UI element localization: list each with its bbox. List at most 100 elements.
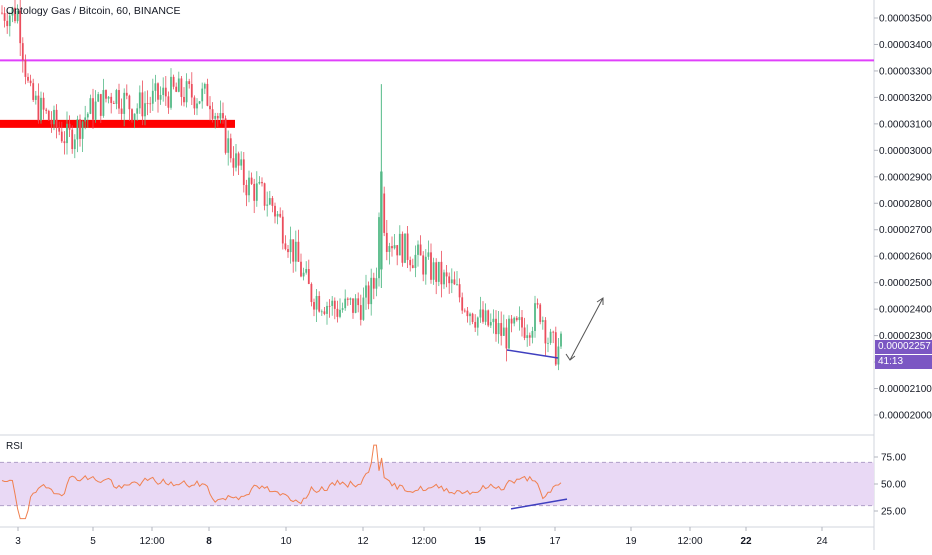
candle-body (289, 239, 292, 253)
candle-body (190, 84, 193, 98)
candle-body (489, 322, 492, 326)
candle-body (63, 141, 66, 144)
candles (1, 0, 562, 371)
candle-body (201, 88, 204, 102)
candle-body (458, 284, 461, 298)
divergence-line-rsi[interactable] (510, 498, 568, 510)
candle-body (422, 255, 425, 275)
candle-body (328, 305, 331, 307)
candle-body (248, 177, 250, 196)
candle-body (510, 318, 513, 324)
candle-body (417, 244, 419, 255)
candle-body (518, 317, 521, 321)
candle-body (50, 120, 53, 125)
rsi-axis[interactable]: 75.00 50.00 25.00 (874, 453, 906, 518)
rsi-label: RSI (6, 441, 23, 452)
candle-body (435, 262, 438, 282)
candle-body (302, 272, 305, 277)
projection-arrow[interactable] (565, 297, 604, 361)
candle-body (461, 297, 464, 311)
candle-body (450, 279, 453, 284)
candle-body (430, 252, 432, 280)
candle-body (365, 285, 367, 298)
candle-body (211, 109, 214, 119)
candle-body (146, 103, 149, 105)
candle-body (547, 342, 549, 344)
candle-body (326, 305, 328, 314)
candle-body (336, 308, 339, 317)
support-zone[interactable] (0, 119, 235, 128)
candle-body (21, 43, 24, 60)
candle-body (411, 265, 414, 268)
candle-body (292, 239, 295, 262)
time-tick-label: 12:00 (411, 536, 436, 547)
candle-body (515, 317, 518, 321)
candle-body (157, 83, 159, 100)
candle-body (492, 318, 495, 323)
candle-body (281, 216, 284, 244)
price-tick-label: 0.00002400 (879, 305, 932, 316)
candle-body (58, 127, 61, 132)
time-tick-label: 8 (206, 536, 212, 547)
time-tick-label: 24 (816, 536, 828, 547)
candle-body (154, 83, 157, 91)
candle-body (362, 297, 365, 320)
time-axis[interactable]: 3 5 12:00 8 10 12 12:00 15 17 19 12:00 22 24 (15, 527, 828, 547)
candle-body (443, 272, 445, 285)
time-tick-label: 17 (549, 536, 561, 547)
candle-body (482, 309, 484, 322)
candle-body (203, 83, 206, 89)
time-tick-label: 5 (90, 536, 96, 547)
candle-body (159, 94, 162, 100)
candle-body (263, 183, 266, 206)
candle-body (209, 105, 211, 110)
candle-body (393, 245, 396, 249)
time-tick-label: 12:00 (139, 536, 164, 547)
candle-body (505, 327, 508, 349)
candle-body (349, 298, 352, 300)
divergence-line-price[interactable] (506, 349, 559, 359)
candle-body (112, 102, 115, 104)
time-tick-label: 10 (280, 536, 292, 547)
candle-body (437, 261, 440, 282)
candle-body (240, 159, 243, 166)
rsi-tick-label: 25.00 (881, 507, 906, 518)
candle-body (266, 204, 269, 206)
candle-body (502, 327, 505, 336)
price-tick-label: 0.00003000 (879, 146, 932, 157)
price-tick-label: 0.00003300 (879, 66, 932, 77)
candle-body (188, 81, 191, 85)
candle-body (133, 113, 136, 121)
candle-body (479, 309, 482, 318)
candle-body (42, 97, 45, 110)
candle-body (271, 198, 274, 206)
candle-body (170, 76, 172, 108)
price-tick-label: 0.00002100 (879, 384, 932, 395)
candle-body (318, 295, 321, 312)
candle-body (120, 108, 123, 114)
candle-body (37, 95, 40, 121)
candle-body (549, 331, 552, 343)
candle-body (448, 276, 451, 284)
candle-body (141, 92, 144, 117)
candle-body (378, 217, 380, 279)
candle-body (310, 283, 313, 303)
candle-body (383, 193, 386, 233)
candle-body (261, 181, 263, 184)
candle-body (167, 96, 170, 108)
candle-body (526, 335, 529, 338)
candle-body (115, 90, 118, 104)
price-tick-label: 0.00003500 (879, 14, 932, 25)
candle-body (333, 300, 336, 309)
candle-body (414, 254, 417, 268)
spike-body (380, 171, 383, 270)
candle-body (279, 213, 282, 217)
candle-body (1, 12, 3, 14)
candle-body (274, 205, 276, 217)
candle-body (445, 272, 448, 277)
candle-body (560, 333, 562, 347)
candle-body (68, 123, 71, 130)
candle-body (24, 59, 27, 77)
